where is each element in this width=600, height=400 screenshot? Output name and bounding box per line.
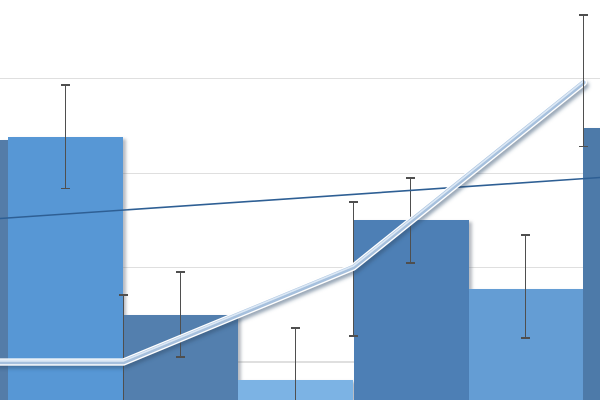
gridline-2 [0,266,600,269]
errorbar-dark-cat2-cap-bottom [406,262,416,264]
errorbar-dark-cat2-cap-top [406,177,416,179]
bar-dark-cat3[interactable] [583,127,600,400]
errorbar-light-cat2-cap-top [291,327,300,329]
errorbar-dark-cat1-cap-top [176,271,186,273]
errorbar-line-cat3-cap-bottom [578,146,588,148]
errorbar-line-cat2-cap-bottom [349,335,359,337]
gridline-1 [0,172,600,175]
trendline-group [0,176,600,220]
errorbar-line-cat1 [122,295,125,400]
errorbar-light-cat1-cap-bottom [60,187,70,189]
errorbar-light-cat1 [64,85,66,189]
errorbar-light-cat2 [294,328,297,400]
errorbar-light-cat3-cap-bottom [521,337,531,339]
errorbar-dark-cat1-cap-bottom [176,356,186,358]
gridline-3 [0,361,600,363]
trendline[interactable] [0,176,600,220]
errorbar-light-cat3-cap-top [521,234,531,236]
errorbar-line-cat2-cap-top [349,201,359,203]
errorbar-line-cat3 [582,15,584,147]
main-line[interactable] [0,80,586,365]
errorbar-line-cat1-cap-top [119,294,128,296]
errorbar-line-cat3-cap-top [578,14,588,16]
errorbar-light-cat1-cap-top [60,84,70,86]
bar-dark-cat0[interactable] [0,140,8,400]
errorbar-light-cat3 [525,235,527,338]
gridline-0 [0,77,600,80]
main-line-group [0,78,587,366]
main-line-highlight [0,80,585,362]
errorbar-dark-cat1 [180,272,182,357]
